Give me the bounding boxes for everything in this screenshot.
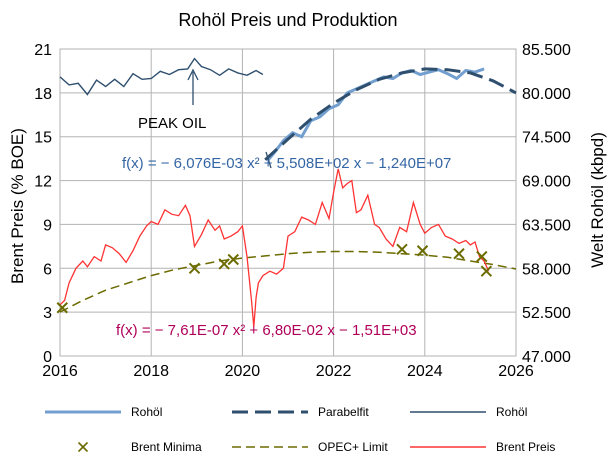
y-right-tick-label-0: 47.000 [522, 349, 571, 366]
marker-stroke-b [480, 265, 493, 277]
marker-stroke-b [188, 262, 201, 274]
x-tick-label-3: 2022 [316, 363, 352, 380]
y-left-tick-label-0: 0 [43, 349, 52, 366]
marker-stroke-b [453, 247, 465, 260]
series-2-line [264, 67, 517, 161]
series-0-line [59, 57, 264, 96]
legend-label: OPEC+ Limit [318, 440, 388, 454]
legend-label: Brent Preis [496, 440, 555, 454]
y-right-tick-label-4: 69.000 [522, 174, 571, 191]
y-right-tick-label-6: 80.000 [522, 86, 571, 103]
chart-title: Rohöl Preis und Produktion [178, 10, 397, 30]
legend-label: Rohöl [131, 405, 162, 419]
x-tick-label-5: 2026 [498, 363, 534, 380]
legend-label: Parabelfit [318, 405, 369, 419]
brent-minimum-marker-1 [188, 262, 201, 274]
marker-stroke-b [227, 253, 239, 266]
legend-swatch-x-b [77, 441, 89, 453]
legend: Rohöl Parabelfit Rohöl Brent Minima OPEC+ Li… [45, 405, 555, 454]
legend-item-5: Brent Preis [410, 440, 555, 454]
legend-item-3: Brent Minima [77, 440, 202, 454]
fit-production-formula: f(x) = − 6,076E-03 x² + 5,508E+02 x − 1,… [122, 155, 451, 172]
marker-stroke-b [476, 250, 488, 263]
y-right-tick-label-7: 85.500 [522, 42, 571, 59]
rohoel-fit-arrow [265, 151, 272, 169]
brent-minimum-marker-7 [476, 250, 488, 263]
brent-minimum-marker-4 [396, 243, 408, 255]
y-left-tick-label-5: 15 [34, 130, 52, 147]
y-right-tick-label-5: 74.500 [522, 130, 571, 147]
series-3-line [59, 250, 517, 313]
fit-price-formula: f(x) = − 7,61E-07 x² + 6,80E-02 x − 1,51… [116, 322, 417, 339]
brent-minimum-marker-0 [56, 302, 68, 314]
x-tick-label-2: 2020 [225, 363, 261, 380]
legend-label: Brent Minima [131, 440, 202, 454]
legend-label: Rohöl [496, 405, 527, 419]
series-layer [56, 57, 517, 327]
x-tick-label-0: 2016 [42, 363, 78, 380]
y-left-tick-label-7: 21 [34, 42, 52, 59]
peak-oil-arrowhead [187, 68, 199, 81]
brent-minimum-marker-3 [227, 253, 239, 266]
series-5-line [59, 168, 490, 327]
brent-minimum-marker-6 [453, 247, 465, 260]
brent-minimum-marker-8 [480, 265, 493, 277]
legend-item-4: OPEC+ Limit [232, 440, 388, 454]
tick-labels: 2016 2018 2020 2022 2024 2026 0 3 6 9 12 15 18 21 47.0… [34, 42, 571, 380]
y-left-tick-label-4: 12 [34, 174, 52, 191]
x-tick-label-1: 2018 [133, 363, 169, 380]
brent-minimum-marker-2 [218, 258, 230, 270]
marker-stroke-b [218, 258, 230, 270]
y-left-tick-label-1: 3 [43, 305, 52, 322]
brent-minimum-marker-5 [416, 245, 429, 257]
legend-item-2: Rohöl [410, 405, 527, 419]
grid [59, 48, 517, 357]
y-left-tick-label-6: 18 [34, 86, 52, 103]
peak-oil-label: PEAK OIL [138, 115, 206, 132]
x-tick-label-4: 2024 [407, 363, 443, 380]
marker-stroke-b [56, 302, 68, 314]
marker-stroke-b [396, 243, 408, 255]
y-left-tick-label-2: 6 [43, 261, 52, 278]
marker-stroke-b [416, 245, 429, 257]
y-right-tick-label-2: 58.000 [522, 261, 571, 278]
legend-item-0: Rohöl [45, 405, 162, 419]
series-1-line [266, 67, 485, 162]
y-right-tick-label-1: 52.500 [522, 305, 571, 322]
y-axis-right-label: Welt Rohöl (kbpd) [588, 132, 607, 268]
y-right-tick-label-3: 63.500 [522, 217, 571, 234]
y-axis-left-label: Brent Preis (% BOE) [8, 128, 27, 284]
plot-frame [59, 48, 517, 357]
y-left-tick-label-3: 9 [43, 217, 52, 234]
legend-item-1: Parabelfit [232, 405, 369, 419]
